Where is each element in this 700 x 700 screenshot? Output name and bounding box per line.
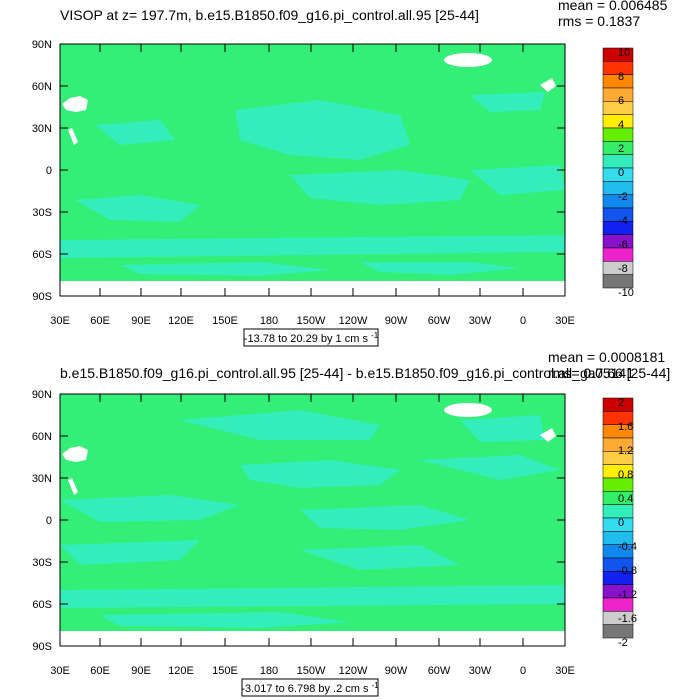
- panel-2: b.e15.B1850.f09_g16.pi_control.all.95 [2…: [32, 349, 670, 697]
- lon-tick-label: 30E: [555, 665, 575, 677]
- colorbar-label: -10: [618, 287, 634, 299]
- lon-tick-label: 60E: [90, 315, 110, 327]
- panel-2-mean: mean = 0.0008181: [548, 349, 665, 365]
- lat-tick-label: 60S: [32, 599, 52, 611]
- colorbar-swatch: [602, 504, 634, 519]
- colorbar-label: -2: [618, 637, 628, 649]
- lon-tick-label: 150W: [297, 665, 326, 677]
- lon-tick-label: 150W: [297, 315, 326, 327]
- svg-text:-3.017 to 6.798 by .2 cm s: -3.017 to 6.798 by .2 cm s -1: [241, 681, 379, 695]
- panel-1-vector-ref: -13.78 to 20.29 by 1 cm s -1: [243, 328, 379, 347]
- lon-tick-label: 150E: [212, 665, 238, 677]
- panel-1-map: [59, 43, 566, 297]
- lat-tick-label: 0: [46, 515, 52, 527]
- vector-ref-exponent: -1: [371, 331, 379, 340]
- colorbar-label: -0.4: [618, 541, 637, 553]
- colorbar-label: -0.8: [618, 565, 637, 577]
- lat-tick-label: 60S: [32, 249, 52, 261]
- colorbar-swatch: [602, 274, 634, 289]
- lat-tick-label: 60N: [32, 81, 52, 93]
- svg-text:-13.78 to 20.29 by 1 cm s: -13.78 to 20.29 by 1 cm s -1: [244, 331, 379, 345]
- colorbar-label: -4: [618, 215, 628, 227]
- colorbar-label: 10: [618, 47, 630, 59]
- colorbar-label: 1.6: [618, 421, 633, 433]
- panel-1-lon-axis: 30E 60E 90E 120E 150E 180 150W 120W 90W …: [50, 44, 575, 327]
- lat-tick-label: 30N: [32, 123, 52, 135]
- colorbar-label: 0.8: [618, 469, 633, 481]
- lon-tick-label: 180: [260, 315, 278, 327]
- lon-tick-label: 60E: [90, 665, 110, 677]
- lon-tick-label: 30E: [555, 315, 575, 327]
- panel-2-map: [59, 393, 566, 647]
- lon-tick-label: 30E: [50, 315, 70, 327]
- colorbar-label: 0.4: [618, 493, 633, 505]
- lon-tick-label: 60W: [428, 315, 451, 327]
- panel-1: VISOP at z= 197.7m, b.e15.B1850.f09_g16.…: [32, 0, 668, 347]
- panel-2-lat-axis: 90N 60N 30N 0 30S 60S 90S: [32, 389, 565, 653]
- lon-tick-label: 90W: [385, 665, 408, 677]
- colorbar-label: 8: [618, 71, 624, 83]
- colorbar-label: 2: [618, 143, 624, 155]
- lon-tick-label: 90W: [385, 315, 408, 327]
- colorbar-swatch: [602, 154, 634, 169]
- lon-tick-label: 120W: [339, 315, 368, 327]
- lat-tick-label: 90N: [32, 389, 52, 401]
- lat-tick-label: 30S: [32, 207, 52, 219]
- colorbar-label: -8: [618, 263, 628, 275]
- lat-tick-label: 30N: [32, 473, 52, 485]
- lon-tick-label: 30E: [50, 665, 70, 677]
- vector-ref-text: -13.78 to 20.29 by 1 cm s: [244, 333, 369, 345]
- lat-tick-label: 90S: [32, 641, 52, 653]
- panel-1-mean: mean = 0.006485: [558, 0, 668, 13]
- colorbar-label: -6: [618, 239, 628, 251]
- lon-tick-label: 0: [520, 315, 526, 327]
- lat-tick-label: 60N: [32, 431, 52, 443]
- panel-1-colorbar-labels: 10 8 6 4 2 0 -2 -4 -6 -8 -10: [618, 47, 634, 299]
- lon-tick-label: 180: [260, 665, 278, 677]
- panel-1-colorbar: [602, 47, 634, 289]
- lon-tick-label: 120W: [339, 665, 368, 677]
- colorbar-label: -2: [618, 191, 628, 203]
- panel-1-title: VISOP at z= 197.7m, b.e15.B1850.f09_g16.…: [60, 7, 479, 23]
- panel-2-colorbar-labels: 2 1.6 1.2 0.8 0.4 0 -0.4 -0.8 -1.2 -1.6 …: [618, 397, 637, 649]
- vector-ref-exponent: -1: [372, 681, 380, 690]
- lat-tick-label: 90N: [32, 39, 52, 51]
- colorbar-label: 2: [618, 397, 624, 409]
- colorbar-label: -1.6: [618, 613, 637, 625]
- vector-ref-text: -3.017 to 6.798 by .2 cm s: [241, 683, 369, 695]
- colorbar-swatch: [602, 624, 634, 639]
- lon-tick-label: 120E: [168, 665, 194, 677]
- panel-1-rms: rms = 0.1837: [558, 13, 640, 29]
- lat-tick-label: 0: [46, 165, 52, 177]
- lon-tick-label: 0: [520, 665, 526, 677]
- colorbar-label: -1.2: [618, 589, 637, 601]
- panel-2-colorbar: [602, 397, 634, 639]
- colorbar-label: 4: [618, 119, 624, 131]
- lon-tick-label: 60W: [428, 665, 451, 677]
- panel-2-rms: rms= 0.05141: [548, 365, 634, 381]
- lon-tick-label: 120E: [168, 315, 194, 327]
- panel-1-lat-axis: 90N 60N 30N 0 30S 60S 90S: [32, 39, 565, 303]
- colorbar-label: 6: [618, 95, 624, 107]
- lon-tick-label: 90E: [131, 315, 151, 327]
- lon-tick-label: 30W: [469, 665, 492, 677]
- lon-tick-label: 150E: [212, 315, 238, 327]
- panel-2-ocean-pattern: [60, 410, 565, 628]
- lon-tick-label: 90E: [131, 665, 151, 677]
- panel-2-lon-axis: 30E 60E 90E 120E 150E 180 150W 120W 90W …: [50, 394, 575, 677]
- panel-1-ocean-pattern: [60, 92, 565, 276]
- panel-2-title: b.e15.B1850.f09_g16.pi_control.all.95 [2…: [60, 365, 670, 381]
- lat-tick-label: 90S: [32, 291, 52, 303]
- panel-2-vector-ref: -3.017 to 6.798 by .2 cm s -1: [241, 678, 379, 697]
- lon-tick-label: 30W: [469, 315, 492, 327]
- colorbar-label: 0: [618, 167, 624, 179]
- lat-tick-label: 30S: [32, 557, 52, 569]
- colorbar-label: 1.2: [618, 445, 633, 457]
- colorbar-label: 0: [618, 517, 624, 529]
